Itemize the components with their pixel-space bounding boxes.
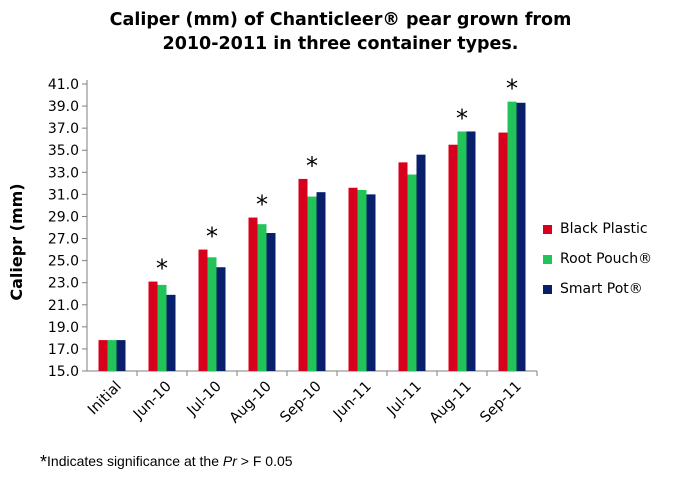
bar [216, 267, 226, 371]
y-tick-label: 37.0 [48, 121, 79, 137]
x-tick-label: Jul-10 [184, 379, 225, 420]
y-tick-label: 39.0 [48, 99, 79, 115]
legend-item-black-plastic: Black Plastic [543, 214, 652, 244]
bar [448, 144, 458, 371]
y-tick-label: 31.0 [48, 187, 79, 203]
bar [398, 162, 408, 371]
x-tick-label: Aug-11 [427, 379, 475, 427]
y-tick-label: 33.0 [48, 165, 79, 181]
bar [166, 294, 176, 371]
bar [307, 196, 317, 371]
legend-label-root-pouch: Root Pouch® [560, 251, 653, 267]
legend-swatch-root-pouch [543, 254, 552, 264]
bar [316, 192, 326, 371]
legend-label-smart-pot: Smart Pot® [560, 281, 643, 297]
y-tick-label: 27.0 [48, 232, 79, 248]
bar [198, 249, 208, 371]
bar [257, 224, 267, 371]
bar [148, 281, 158, 371]
bar [116, 340, 126, 371]
y-axis-label: Caliepr (mm) [7, 183, 26, 300]
chart-title: Caliper (mm) of Chanticleer® pear grown … [0, 8, 681, 56]
bar [248, 217, 258, 371]
y-tick-label: 29.0 [48, 209, 79, 225]
footnote-star: * [40, 452, 48, 472]
bar [357, 189, 367, 371]
y-tick-label: 19.0 [48, 320, 79, 336]
significance-marker: * [206, 223, 218, 251]
legend-item-smart-pot: Smart Pot® [543, 274, 652, 304]
significance-marker: * [506, 75, 518, 103]
plot-area: 15.0 17.0 19.0 21.0 23.0 25.0 27.0 29.0 31.0 33.0… [48, 75, 538, 427]
footnote-text-after: > F 0.05 [236, 453, 293, 469]
chart-title-line-2: 2010-2011 in three container types. [162, 34, 519, 54]
y-tick-label: 17.0 [48, 342, 79, 358]
legend-item-root-pouch: Root Pouch® [543, 244, 652, 274]
bar [107, 340, 117, 371]
bar [407, 174, 417, 371]
y-tick-label: 25.0 [48, 254, 79, 270]
bar [507, 101, 517, 372]
x-tick-label: Sep-10 [277, 379, 324, 426]
bar [98, 340, 108, 371]
x-tick-label: Jul-11 [384, 379, 425, 420]
significance-marker: * [156, 255, 168, 283]
bar [516, 102, 526, 371]
legend-label-black-plastic: Black Plastic [560, 221, 648, 237]
significance-marker: * [306, 152, 318, 180]
bar [457, 131, 467, 371]
y-tick-label: 15.0 [48, 364, 79, 380]
bar [498, 132, 508, 371]
bar [157, 284, 167, 371]
footnote-text-before: Indicates significance at the [47, 453, 223, 469]
bar [207, 257, 217, 371]
footnote-italic: Pr [222, 453, 237, 469]
chart-title-line-1: Caliper (mm) of Chanticleer® pear grown … [109, 10, 572, 30]
y-axis-label-group: Caliepr (mm) [7, 183, 26, 300]
significance-marker: * [256, 191, 268, 219]
y-tick-label: 41.0 [48, 77, 79, 93]
significance-marker: * [456, 104, 468, 132]
x-tick-label: Jun-10 [130, 379, 175, 424]
legend-swatch-black-plastic [543, 224, 552, 234]
footnote: *Indicates significance at the Pr > F 0.… [40, 452, 293, 473]
x-tick-label: Aug-10 [227, 379, 275, 427]
bar [298, 178, 308, 371]
bar [348, 187, 358, 371]
y-tick-label: 23.0 [48, 276, 79, 292]
bar [366, 194, 376, 371]
bar [266, 233, 276, 371]
y-tick-label: 35.0 [48, 143, 79, 159]
x-tick-label: Initial [85, 379, 125, 419]
legend: Black Plastic Root Pouch® Smart Pot® [543, 214, 652, 304]
bar [416, 154, 426, 371]
x-tick-label: Jun-11 [330, 379, 375, 424]
legend-swatch-smart-pot [543, 284, 552, 294]
bar [466, 131, 476, 371]
x-tick-label: Sep-11 [477, 379, 524, 426]
y-tick-label: 21.0 [48, 298, 79, 314]
